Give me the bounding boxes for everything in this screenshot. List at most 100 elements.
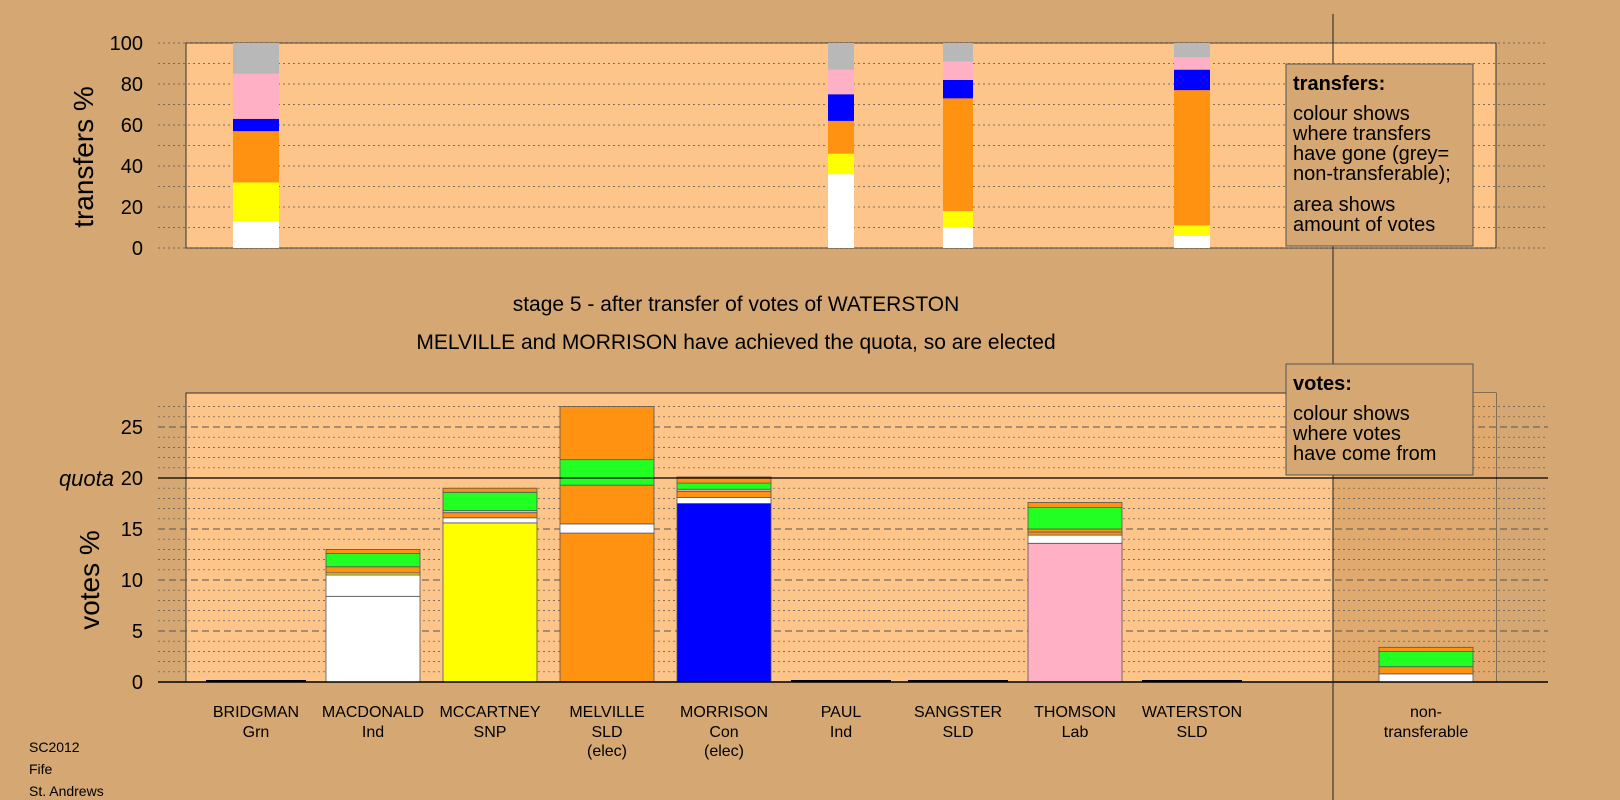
transfer-segment: [233, 221, 279, 248]
transfer-segment: [233, 131, 279, 183]
transfers-y-tick-label: 40: [121, 156, 143, 178]
vote-segment: [442, 512, 538, 519]
transfer-segment: [1174, 43, 1210, 58]
transfer-segment: [828, 43, 854, 70]
transfer-segment: [943, 211, 973, 228]
transfer-segment: [1174, 225, 1210, 236]
candidate-party: SNP: [474, 724, 507, 741]
votes-y-tick-label: 15: [121, 519, 143, 541]
vote-segment: [325, 595, 421, 683]
candidate-name: MCCARTNEY: [439, 704, 540, 721]
candidate-status: (elec): [704, 743, 744, 760]
vote-segment: [676, 476, 772, 484]
transfer-segment: [943, 79, 973, 99]
candidate-party: SLD: [591, 724, 622, 741]
votes-y-tick-label: 20: [121, 468, 143, 490]
footer-line: SC2012: [29, 739, 80, 755]
transfers-y-tick-label: 20: [121, 197, 143, 219]
transfers-legend-line: non-transferable);: [1293, 163, 1451, 185]
votes-y-ticks: 0 5 10 15 20 25: [121, 417, 143, 694]
votes-y-tick-label: 10: [121, 570, 143, 592]
votes-y-tick-label: 25: [121, 417, 143, 439]
vote-segment: [1027, 534, 1123, 544]
transfer-segment: [233, 118, 279, 132]
vote-segment: [1027, 502, 1123, 508]
transfer-segment: [233, 182, 279, 222]
candidate-party: Grn: [243, 724, 270, 741]
vote-segment: [676, 482, 772, 490]
footer-line: Fife: [29, 761, 53, 777]
transfer-segment: [943, 227, 973, 248]
candidate-name: PAUL: [821, 704, 862, 721]
vote-segment: [1027, 507, 1123, 530]
vote-segment: [676, 490, 772, 498]
footer-line: St. Andrews: [29, 783, 104, 799]
transfers-legend-line: where transfers: [1292, 123, 1431, 145]
vote-segment: [559, 406, 655, 461]
vote-segment: [1378, 673, 1474, 683]
transfer-segment: [943, 43, 973, 62]
transfer-segment: [943, 61, 973, 80]
footer: SC2012 Fife St. Andrews: [29, 739, 104, 799]
transfers-legend-line: area shows: [1293, 194, 1395, 216]
vote-segment: [1027, 528, 1123, 533]
nontransferable-label: non-: [1410, 704, 1442, 721]
votes-legend-box: [1285, 363, 1474, 476]
vote-segment: [442, 487, 538, 493]
vote-segment: [325, 553, 421, 568]
transfer-segment: [943, 98, 973, 212]
candidate-party: SLD: [942, 724, 973, 741]
vote-segment: [676, 496, 772, 504]
votes-legend-line: where votes: [1292, 423, 1401, 445]
vote-segment: [559, 459, 655, 486]
transfers-legend-title: transfers:: [1293, 73, 1385, 95]
votes-y-tick-label: 0: [132, 672, 143, 694]
candidate-party: Con: [709, 724, 738, 741]
vote-segment: [1378, 646, 1474, 652]
votes-legend-title: votes:: [1293, 373, 1352, 395]
transfer-segment: [233, 73, 279, 119]
transfer-segment: [828, 94, 854, 121]
transfers-legend-line: colour shows: [1293, 103, 1410, 125]
candidate-status: (elec): [587, 743, 627, 760]
vote-segment: [1027, 531, 1123, 536]
candidate-party: Ind: [362, 724, 384, 741]
candidate-party: Lab: [1062, 724, 1089, 741]
transfers-y-tick-label: 80: [121, 74, 143, 96]
transfer-segment: [1174, 69, 1210, 91]
votes-y-axis-title: votes %: [74, 530, 105, 630]
votes-legend-line: have come from: [1293, 443, 1436, 465]
transfers-legend: transfers: colour shows where transfers …: [1285, 63, 1474, 247]
nontransferable-label: transferable: [1384, 724, 1469, 741]
transfers-y-ticks: 0 20 40 60 80 100: [110, 33, 143, 260]
vote-segment: [325, 574, 421, 597]
transfers-y-axis-title: transfers %: [68, 86, 99, 228]
candidate-name: MORRISON: [680, 704, 768, 721]
vote-segment: [1378, 666, 1474, 675]
candidate-name: THOMSON: [1034, 704, 1116, 721]
vote-segment: [676, 503, 772, 683]
transfer-segment: [828, 153, 854, 175]
transfers-legend-line: have gone (grey=: [1293, 143, 1449, 165]
vote-segment: [559, 532, 655, 683]
candidate-labels: BRIDGMAN Grn MACDONALD Ind MCCARTNEY SNP MELVI…: [213, 704, 1468, 760]
votes-legend-line: colour shows: [1293, 403, 1410, 425]
candidate-party: SLD: [1176, 724, 1207, 741]
transfer-segment: [1174, 235, 1210, 248]
candidate-name: BRIDGMAN: [213, 704, 299, 721]
transfers-bars: [233, 43, 1210, 248]
transfers-y-tick-label: 0: [132, 238, 143, 260]
candidate-name: WATERSTON: [1142, 704, 1242, 721]
transfers-panel: 0 20 40 60 80 100 transfers %: [68, 33, 1548, 260]
candidate-name: MELVILLE: [569, 704, 644, 721]
transfer-segment: [828, 120, 854, 154]
vote-segment: [559, 523, 655, 534]
transfer-segment: [828, 174, 854, 248]
transfer-segment: [828, 69, 854, 95]
transfers-y-tick-label: 100: [110, 33, 143, 55]
stage-title: stage 5 - after transfer of votes of WAT…: [513, 293, 960, 316]
candidate-name: SANGSTER: [914, 704, 1002, 721]
vote-segment: [442, 517, 538, 524]
transfers-legend-line: amount of votes: [1293, 214, 1435, 236]
